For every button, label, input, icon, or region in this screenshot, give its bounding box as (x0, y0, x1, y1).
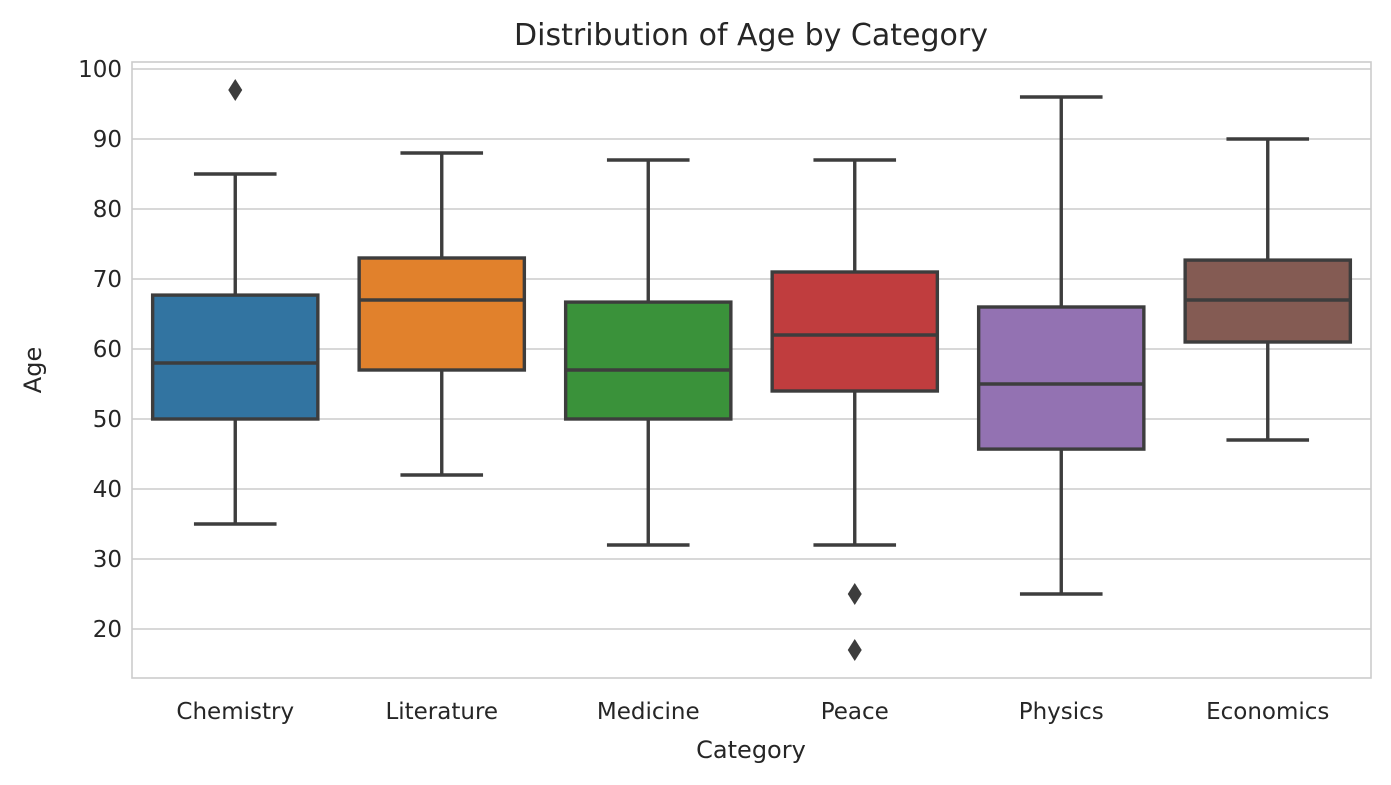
x-tick-label: Economics (1206, 699, 1329, 725)
outlier-point (847, 639, 862, 661)
x-tick-labels: Chemistry Literature Medicine Peace Physics E… (176, 699, 1329, 725)
y-tick-label: 60 (93, 337, 122, 363)
x-tick-label: Literature (385, 699, 498, 725)
y-tick-label: 80 (93, 197, 122, 223)
y-tick-label: 20 (93, 617, 122, 643)
y-axis-label: Age (19, 347, 47, 393)
iqr-box (563, 300, 733, 421)
chart-title: Distribution of Age by Category (514, 18, 988, 53)
y-tick-label: 90 (93, 127, 122, 153)
box-peace (770, 158, 940, 661)
box-medicine (563, 158, 733, 547)
x-tick-label: Chemistry (176, 699, 294, 725)
y-tick-label: 100 (78, 57, 122, 83)
y-tick-label: 40 (93, 477, 122, 503)
y-tick-label: 30 (93, 547, 122, 573)
boxes (150, 79, 1353, 661)
box-economics (1183, 137, 1353, 442)
y-tick-label: 70 (93, 267, 122, 293)
box-chemistry (150, 79, 320, 526)
outlier-point (847, 583, 862, 605)
y-tick-labels: 20 30 40 50 60 70 80 90 100 (78, 57, 122, 643)
y-tick-label: 50 (93, 407, 122, 433)
x-tick-label: Medicine (597, 699, 700, 725)
iqr-box (976, 305, 1146, 451)
iqr-box (770, 270, 940, 393)
plot-frame (131, 61, 1372, 679)
grid (132, 68, 1371, 630)
x-tick-label: Physics (1019, 699, 1104, 725)
x-tick-label: Peace (821, 699, 889, 725)
outlier-point (228, 79, 243, 101)
box-physics (976, 95, 1146, 596)
x-axis-label: Category (696, 736, 806, 764)
iqr-box (357, 256, 527, 372)
box-literature (357, 151, 527, 477)
iqr-box (150, 293, 320, 421)
